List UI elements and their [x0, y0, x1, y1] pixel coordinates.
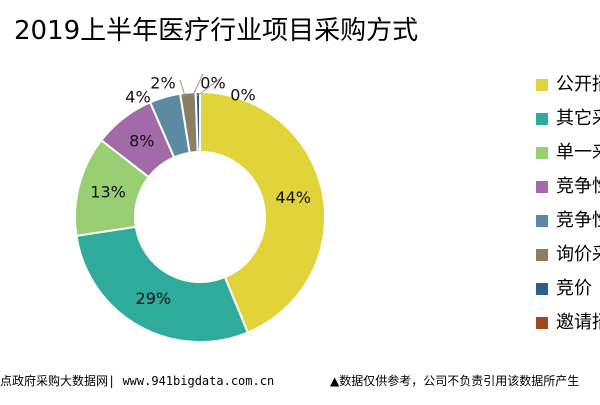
legend-swatch [536, 283, 548, 295]
slice-label-5: 4% [125, 88, 150, 107]
slice-label-2: 29% [136, 289, 172, 308]
leader-line-8 [196, 77, 222, 97]
footer-source: 点政府采购大数据网| www.941bigdata.com.cn [0, 374, 275, 388]
legend-label: 询价采 [556, 244, 600, 265]
legend-item: 其它采 [536, 102, 600, 136]
donut-slice-1 [199, 90, 326, 334]
legend-swatch [536, 79, 548, 91]
legend-label: 竞价 [556, 278, 592, 299]
legend-label: 竞争性 [556, 176, 600, 197]
footer: 点政府采购大数据网| www.941bigdata.com.cn ▲数据仅供参考… [0, 373, 600, 389]
legend-label: 邀请招 [556, 312, 600, 333]
legend-swatch [536, 147, 548, 159]
legend-item: 邀请招 [536, 306, 600, 340]
legend-swatch [536, 113, 548, 125]
legend-swatch [536, 249, 548, 261]
chart-title: 2019上半年医疗行业项目采购方式 [14, 16, 419, 46]
legend-label: 竞争性 [556, 210, 600, 231]
slice-label-1: 44% [275, 188, 311, 207]
slice-label-6: 2% [150, 74, 175, 93]
legend-item: 公开招 [536, 68, 600, 102]
legend-label: 单一来 [556, 142, 600, 163]
legend-item: 竞争性 [536, 204, 600, 238]
footer-disclaimer: ▲数据仅供参考，公司不负责引用该数据所产生 [330, 374, 580, 388]
legend-swatch [536, 215, 548, 227]
legend-label: 公开招 [556, 74, 600, 95]
legend-item: 询价采 [536, 238, 600, 272]
legend-item: 竞价 [536, 272, 600, 306]
legend-item: 单一来 [536, 136, 600, 170]
donut-slice-2 [75, 225, 250, 343]
legend-swatch [536, 317, 548, 329]
leader-line-7 [192, 73, 204, 96]
legend-swatch [536, 181, 548, 193]
leader-line-6 [179, 79, 186, 97]
donut-slice-7 [194, 90, 201, 154]
chart-legend: 公开招其它采单一来竞争性竞争性询价采竞价邀请招 [536, 68, 600, 340]
slice-label-7: 0% [200, 74, 225, 93]
slice-label-3: 13% [90, 183, 126, 202]
legend-item: 竞争性 [536, 170, 600, 204]
slice-label-4: 8% [129, 131, 154, 150]
legend-label: 其它采 [556, 108, 600, 129]
slice-label-8: 0% [230, 86, 255, 105]
